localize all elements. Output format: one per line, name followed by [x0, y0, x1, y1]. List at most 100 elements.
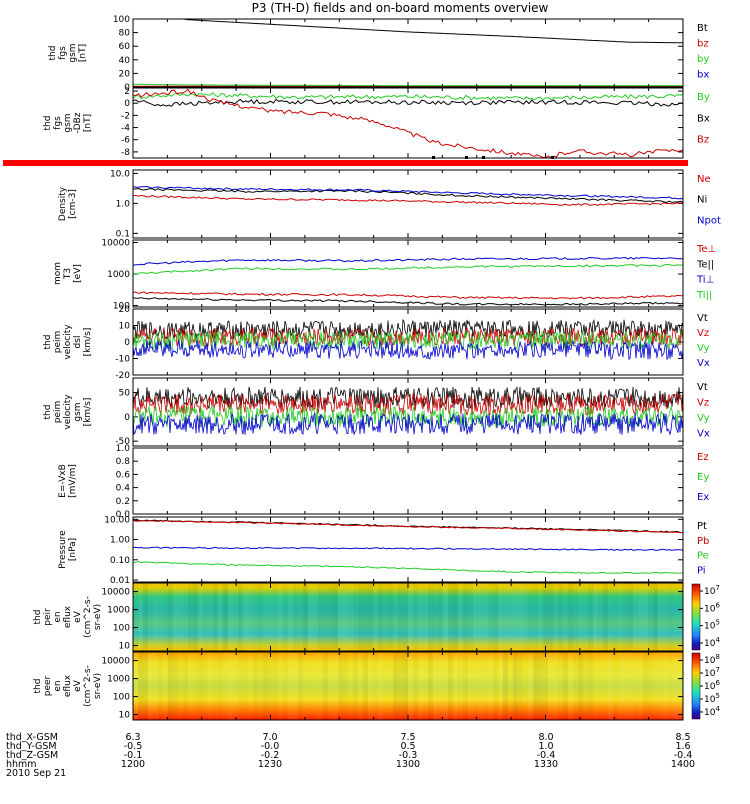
y-axis-label: thd: [43, 335, 53, 350]
series-line-Vt: [132, 386, 684, 410]
spectrogram-column: [368, 652, 373, 720]
legend-bx: bx: [697, 70, 709, 81]
spectrogram-column: [228, 583, 233, 651]
panel-pressure: Pressure [nPa] 10.00 1.00 0.10 0.01 Pt Pb Pe Pi: [58, 515, 709, 586]
y-axis-label: en: [53, 680, 63, 691]
y-tick-label: 0.4: [116, 484, 131, 494]
spectrogram-column: [468, 583, 473, 651]
ephemeris-value: 8.5: [675, 732, 690, 743]
ephemeris-value: 1.6: [675, 741, 690, 752]
y-tick-label: 0: [124, 338, 130, 348]
spectrogram-column: [148, 583, 153, 651]
y-axis-label: [km/s]: [83, 398, 93, 427]
spectrogram-column: [303, 583, 308, 651]
spectrogram-column: [353, 652, 358, 720]
ephemeris-label: thd_Y-GSM: [6, 741, 57, 752]
spectrogram-column: [503, 652, 508, 720]
ephemeris-label: thd_X-GSM: [6, 732, 58, 743]
spectrogram-column: [673, 652, 678, 720]
spectrogram-column: [338, 583, 343, 651]
colorbar-tick-label: 105: [704, 619, 720, 632]
y-tick-label: 2: [124, 87, 130, 97]
spectrogram-column: [463, 652, 468, 720]
panel-peer-en-eflux: thd peer en eflux eV (cm^2-s-sr-eV) 10000 1000 1…: [33, 651, 720, 721]
colorbar: [691, 652, 701, 720]
spectrogram-column: [443, 652, 448, 720]
spectrogram-column: [203, 652, 208, 720]
spectrogram: [133, 583, 683, 651]
spectrogram-column: [243, 583, 248, 651]
series-line-Bz: [132, 88, 684, 159]
spectrogram-column: [588, 652, 593, 720]
legend-Ey: Ey: [697, 472, 709, 483]
y-tick-label: -50: [115, 437, 130, 447]
spectrogram-column: [223, 652, 228, 720]
panel-fgs: thd fgs gsm [nT] 100 80 60 40 20 0 Bt bz by bx: [48, 15, 709, 93]
spectrogram-column: [478, 652, 483, 720]
spectrogram-column: [493, 652, 498, 720]
y-tick-label: 60: [119, 42, 131, 52]
spectrogram-column: [318, 652, 323, 720]
y-axis-label: velocity: [63, 324, 73, 360]
spectrogram-column: [618, 652, 623, 720]
spectrogram-column: [288, 652, 293, 720]
series-line-Vy: [132, 330, 684, 351]
spectrogram-column: [543, 652, 548, 720]
spectrogram-column: [133, 652, 138, 720]
spectrogram-column: [543, 583, 548, 651]
spectrogram-column: [313, 583, 318, 651]
y-axis-label: peer: [43, 675, 53, 696]
ephemeris-value: 0.5: [400, 741, 415, 752]
series-line-Ne: [132, 194, 684, 206]
spectrogram-column: [323, 583, 328, 651]
ephemeris-value: 8.0: [538, 732, 553, 743]
ephemeris-label: hhmm: [6, 759, 37, 770]
y-tick-label: 10: [119, 642, 131, 652]
y-tick-label: 1000: [107, 606, 130, 616]
spectrogram-column: [168, 583, 173, 651]
y-axis-label: peim: [53, 331, 63, 354]
colorbar-tick-label: 108: [704, 653, 720, 666]
spectrogram-column: [488, 583, 493, 651]
legend-Bt: Bt: [697, 23, 708, 34]
series-line-Te⊥: [132, 291, 684, 300]
spectrogram-column: [213, 652, 218, 720]
spectrogram-column: [238, 583, 243, 651]
spectrogram-column: [393, 583, 398, 651]
y-axis-label: thd: [43, 116, 53, 131]
spectrogram-column: [438, 583, 443, 651]
spectrogram-column: [408, 652, 413, 720]
y-tick-label: 0.2: [116, 497, 130, 507]
y-tick-label: 1.0: [116, 444, 131, 454]
spectrogram-column: [623, 652, 628, 720]
spectrogram-column: [413, 583, 418, 651]
spectrogram-column: [433, 652, 438, 720]
spectrogram-column: [173, 583, 178, 651]
spectrogram-column: [183, 652, 188, 720]
spectrogram-column: [413, 652, 418, 720]
panel-frame: [132, 87, 684, 159]
legend-Bz: Bz: [697, 135, 709, 146]
spectrogram-column: [268, 652, 273, 720]
colorbar-exponent: 7: [715, 666, 719, 674]
y-axis-label: [nPa]: [68, 538, 78, 561]
spectrogram-column: [158, 583, 163, 651]
ephemeris-value: 1200: [121, 759, 145, 770]
y-tick-label: 100: [113, 302, 130, 312]
spectrogram-column: [388, 583, 393, 651]
spectrogram-column: [533, 583, 538, 651]
spectrogram-column: [498, 583, 503, 651]
spectrogram-column: [263, 652, 268, 720]
y-axis-label: (cm^2-s-: [83, 596, 93, 638]
spectrogram-column: [583, 583, 588, 651]
legend-Vz: Vz: [697, 328, 709, 339]
spectrogram-column: [403, 652, 408, 720]
spectrogram-column: [178, 652, 183, 720]
y-tick-label: 1000: [107, 270, 130, 280]
y-axis-label: [cm-3]: [68, 189, 78, 219]
colorbar-tick-label: 107: [704, 666, 720, 679]
legend-Vx: Vx: [697, 429, 710, 440]
spectrogram: [133, 652, 683, 720]
